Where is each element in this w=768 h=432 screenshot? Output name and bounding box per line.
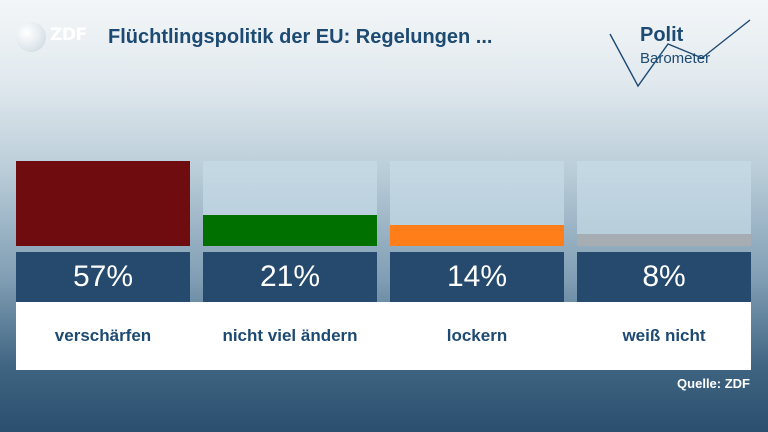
bar [203,215,377,246]
data-label: 57% [16,252,190,302]
bar-track [203,161,377,246]
bar-column: 21% nicht viel ändern [203,161,377,370]
bar [390,225,564,246]
bar [16,161,190,246]
bar-track [16,161,190,246]
data-label: 14% [390,252,564,302]
chart-title: Flüchtlingspolitik der EU: Regelungen ..… [108,26,493,48]
politbarometer-word-barometer: Barometer [640,50,711,67]
zdf-logo: ZDF [16,22,87,52]
category-label: verschärfen [54,326,152,345]
source-note: Quelle: ZDF [677,376,750,391]
politbarometer-line-icon [609,19,751,88]
politbarometer-word-polit: Polit [640,24,684,46]
category-label: nicht viel ändern [222,326,358,345]
label-strip [16,302,751,370]
bar-chart: 57% verschärfen 21% nicht viel ändern 14% loc… [16,161,751,370]
category-label: weiß nicht [622,326,706,345]
politbarometer-logo: Polit Barometer [600,14,760,94]
zdf-logo-text: ZDF [50,25,87,45]
data-label: 21% [203,252,377,302]
category-label: lockern [446,326,508,345]
bar-track [390,161,564,246]
bar-column: 57% verschärfen [16,161,190,370]
bar-column: 8% weiß nicht [577,161,751,370]
bar-column: 14% lockern [390,161,564,370]
data-label: 8% [577,252,751,302]
bar-track [577,161,751,246]
zdf-logo-circle-icon [16,22,46,52]
bar [577,234,751,246]
